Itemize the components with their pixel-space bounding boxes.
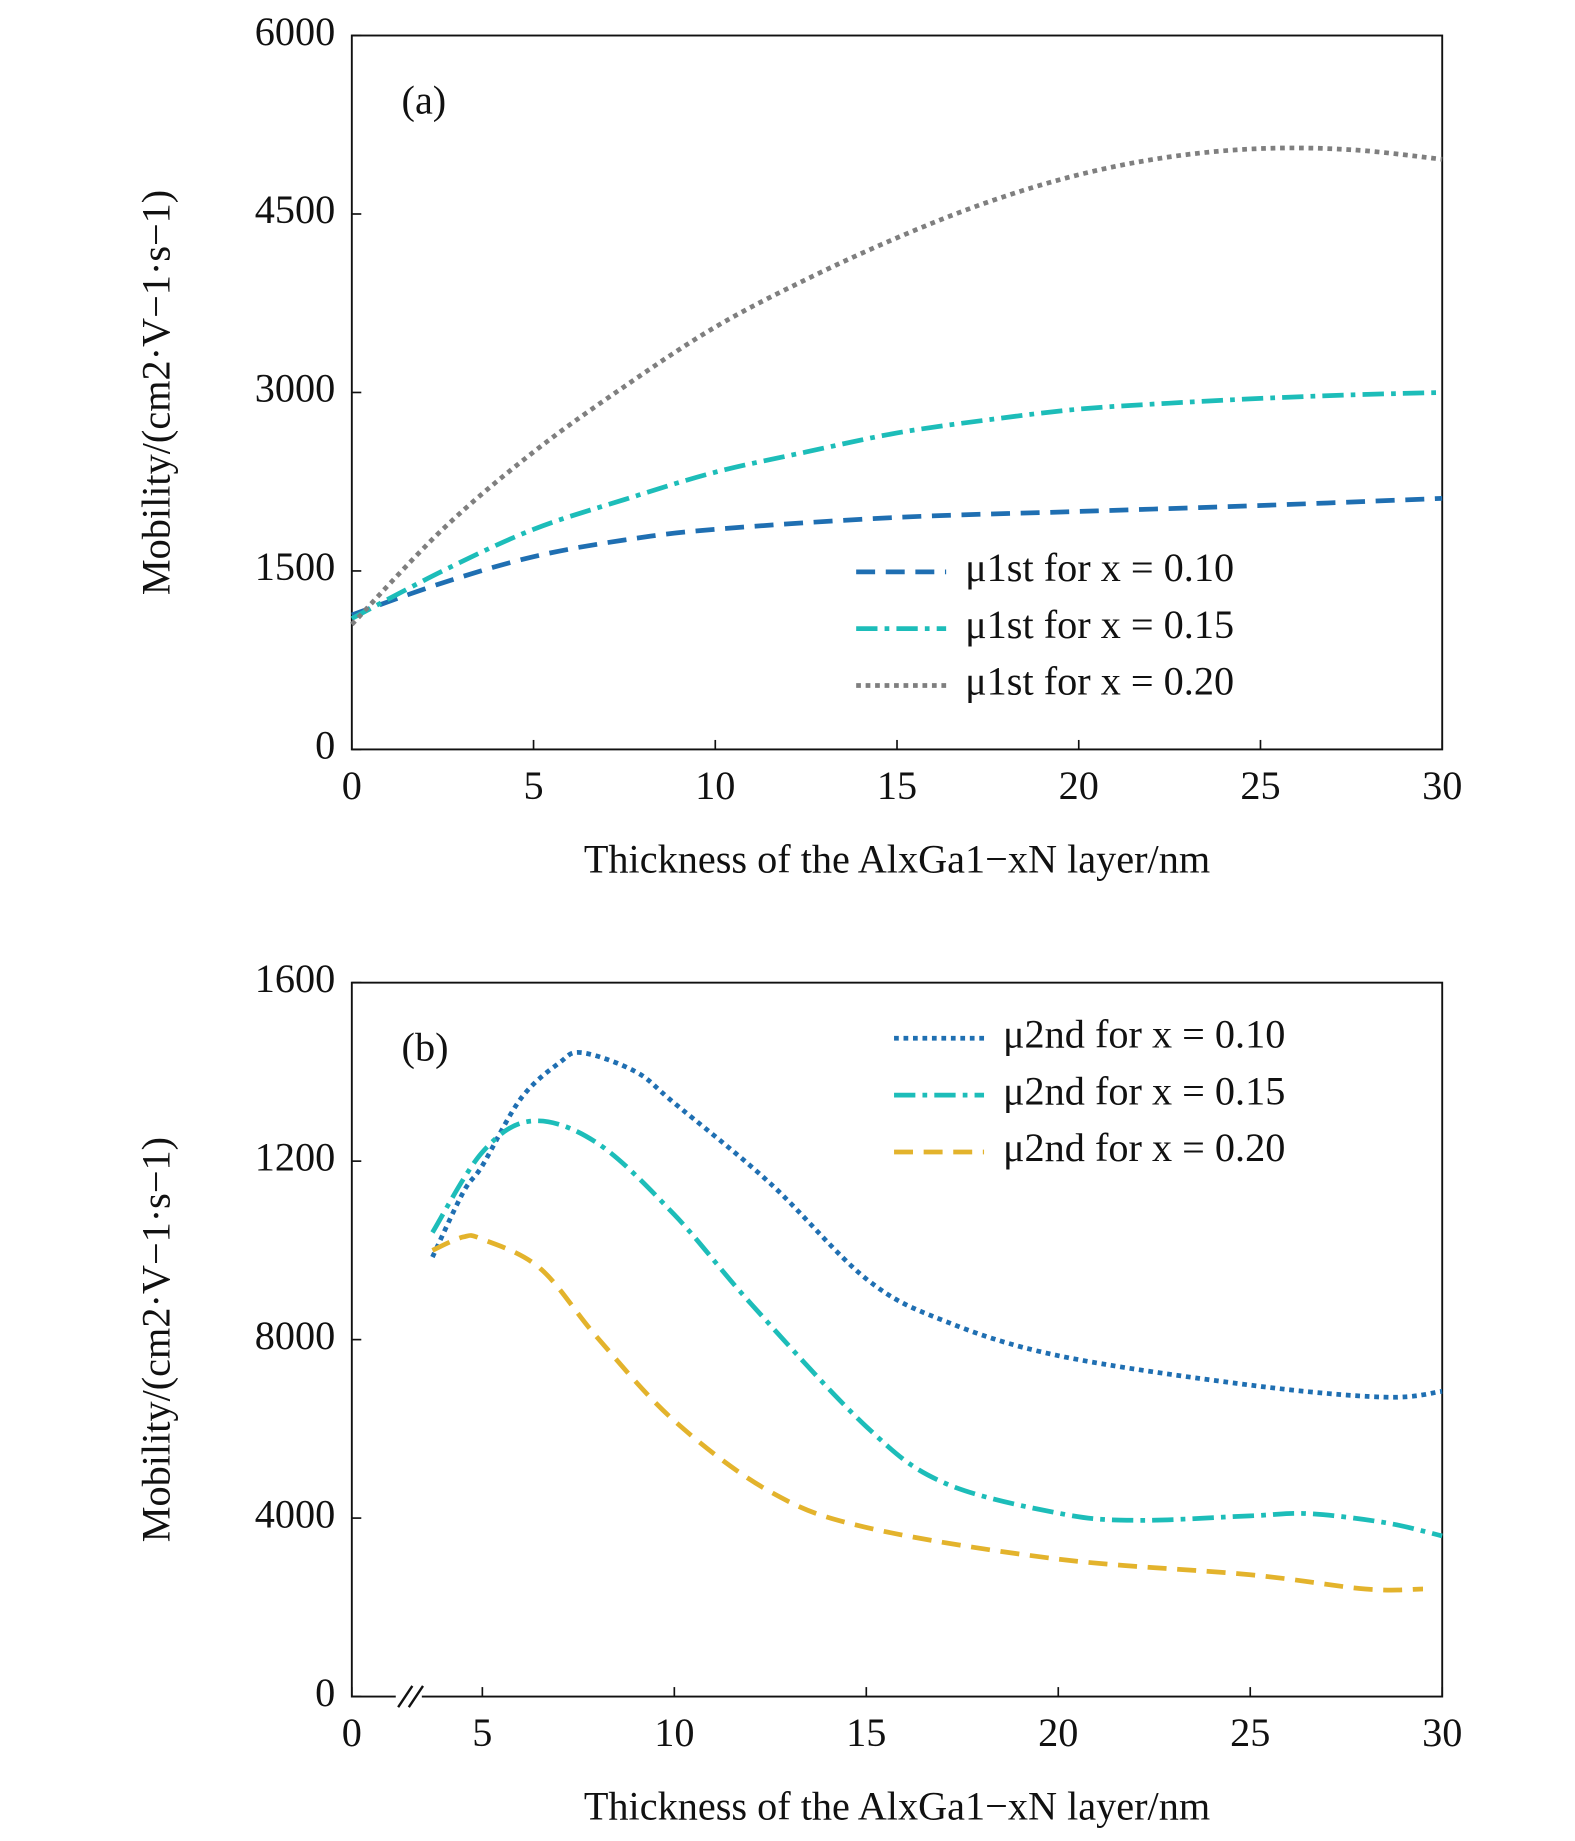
y-tick-label: 1600 <box>255 956 336 1001</box>
y-tick-label: 4500 <box>255 187 336 232</box>
x-tick-label: 20 <box>1059 763 1099 808</box>
plot-frame <box>350 34 1444 751</box>
x-tick-label: 5 <box>523 763 543 808</box>
x-tick-label: 30 <box>1422 763 1462 808</box>
axis-break-mark <box>407 1685 424 1708</box>
axis-break-mark <box>397 1685 414 1708</box>
y-tick-label: 3000 <box>255 366 336 411</box>
panel-label: (a) <box>402 77 447 122</box>
data-line <box>351 496 1443 618</box>
y-axis-label: Mobility/(cm2·V−1·s−1) <box>133 190 178 595</box>
x-tick-label: 20 <box>1038 1710 1078 1755</box>
x-tick-label: 10 <box>695 763 735 808</box>
x-axis-label: Thickness of the AlxGa1−xN layer/nm <box>584 1783 1210 1828</box>
x-tick-label: 15 <box>846 1710 886 1755</box>
y-axis-label: Mobility/(cm2·V−1·s−1) <box>133 1137 178 1542</box>
x-tick-label: 15 <box>877 763 917 808</box>
legend-label: μ2nd for x = 0.10 <box>1003 1012 1285 1057</box>
x-tick-label: 5 <box>472 1710 492 1755</box>
data-line <box>430 1118 1443 1539</box>
legend-label: μ1st for x = 0.20 <box>965 659 1234 704</box>
legend-label: μ2nd for x = 0.15 <box>1003 1068 1285 1113</box>
chart-panel: 0 5 10 15 20 25 30 0 4000 8000 1200 1600 Thickness o… <box>133 956 1462 1829</box>
axis-break-gap <box>395 1691 422 1702</box>
x-tick-label: 0 <box>342 1710 362 1755</box>
y-tick-label: 1500 <box>255 544 336 589</box>
legend-label: μ1st for x = 0.10 <box>965 545 1234 590</box>
y-tick-label: 0 <box>315 723 335 768</box>
x-tick-label: 0 <box>342 763 362 808</box>
data-line <box>350 390 1443 621</box>
x-tick-label: 25 <box>1230 1710 1270 1755</box>
legend-label: μ1st for x = 0.15 <box>965 602 1234 647</box>
chart-panel: 0 5 10 15 20 25 30 0 1500 3000 4500 6000 Thickness o… <box>133 9 1462 882</box>
y-tick-label: 0 <box>315 1670 335 1715</box>
data-line <box>350 145 1443 627</box>
y-tick-label: 8000 <box>255 1313 336 1358</box>
x-tick-label: 25 <box>1240 763 1280 808</box>
y-tick-label: 6000 <box>255 9 336 54</box>
y-tick-label: 1200 <box>255 1134 336 1179</box>
x-tick-label: 30 <box>1422 1710 1462 1755</box>
x-axis-label: Thickness of the AlxGa1−xN layer/nm <box>584 836 1210 881</box>
data-line <box>430 1050 1443 1400</box>
legend-label: μ2nd for x = 0.20 <box>1003 1125 1285 1170</box>
data-line <box>431 1233 1424 1593</box>
panel-label: (b) <box>402 1025 449 1070</box>
y-tick-label: 4000 <box>255 1491 336 1536</box>
x-tick-label: 10 <box>654 1710 694 1755</box>
